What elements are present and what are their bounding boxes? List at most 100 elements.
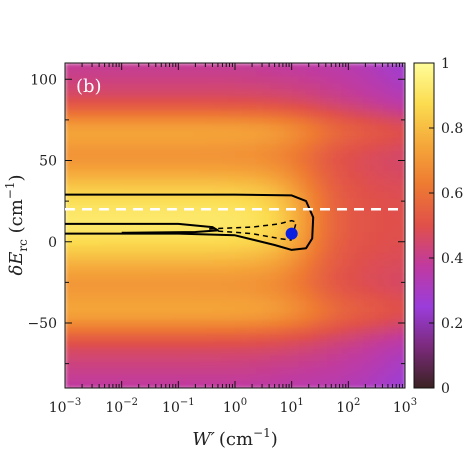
heatmap-cell: [128, 299, 137, 308]
heatmap-cell: [227, 286, 236, 295]
heatmap-cell: [284, 90, 293, 98]
heatmap-cell: [107, 293, 116, 301]
heatmap-cell: [128, 374, 137, 383]
heatmap-cell: [171, 225, 180, 234]
heatmap-cell: [341, 293, 350, 301]
heatmap-cell: [341, 327, 350, 335]
heatmap-cell: [390, 354, 399, 362]
heatmap-cell: [121, 306, 130, 315]
heatmap-cell: [65, 232, 73, 240]
heatmap-cell: [128, 252, 137, 261]
heatmap-cell: [312, 239, 321, 247]
heatmap-cell: [235, 347, 243, 355]
heatmap-cell: [171, 130, 180, 139]
heatmap-cell: [305, 218, 314, 227]
heatmap-cell: [178, 110, 187, 118]
heatmap-cell: [93, 327, 102, 335]
heatmap-cell: [355, 130, 364, 139]
heatmap-cell: [277, 354, 286, 362]
heatmap-cell: [227, 293, 236, 301]
heatmap-cell: [235, 90, 243, 98]
heatmap-cell: [121, 198, 130, 206]
heatmap-cell: [171, 320, 180, 328]
heatmap-cell: [171, 354, 180, 362]
heatmap-cell: [284, 151, 293, 159]
x-tick-label-exp: 1: [297, 397, 303, 408]
heatmap-cell: [376, 360, 385, 369]
heatmap-cell: [334, 306, 343, 315]
heatmap-cell: [65, 347, 73, 355]
heatmap-cell: [298, 313, 307, 322]
heatmap-cell: [86, 245, 95, 254]
heatmap-cell: [270, 327, 279, 335]
heatmap-cell: [249, 306, 258, 315]
heatmap-cell: [72, 245, 80, 254]
heatmap-cell: [327, 293, 335, 301]
heatmap-cell: [263, 90, 272, 98]
heatmap-cell: [390, 286, 399, 295]
heatmap-cell: [128, 266, 137, 274]
heatmap-cell: [397, 232, 405, 240]
heatmap-cell: [157, 137, 165, 146]
heatmap-cell: [213, 184, 222, 193]
heatmap-cell: [185, 340, 194, 349]
heatmap-cell: [312, 164, 321, 173]
heatmap-cell: [100, 360, 109, 369]
heatmap-cell: [164, 347, 173, 355]
heatmap-cell: [334, 252, 343, 261]
heatmap-cell: [291, 327, 300, 335]
heatmap-cell: [206, 83, 215, 91]
heatmap-cell: [150, 239, 158, 247]
heatmap-cell: [185, 313, 194, 322]
heatmap-cell: [185, 367, 194, 376]
heatmap-cell: [157, 293, 165, 301]
heatmap-cell: [135, 360, 144, 369]
heatmap-cell: [72, 266, 80, 274]
heatmap-cell: [376, 286, 385, 295]
heatmap-cell: [362, 144, 371, 152]
heatmap-cell: [320, 151, 328, 159]
heatmap-cell: [334, 279, 343, 288]
heatmap-cell: [327, 198, 335, 206]
heatmap-cell: [100, 347, 109, 355]
heatmap-cell: [256, 69, 265, 78]
heatmap-cell: [327, 239, 335, 247]
heatmap-cell: [327, 178, 335, 186]
heatmap-cell: [150, 347, 158, 355]
heatmap-cell: [235, 340, 243, 349]
heatmap-cell: [242, 137, 250, 146]
heatmap-cell: [334, 157, 343, 166]
x-tick-label: 102: [336, 397, 360, 416]
heatmap-cell: [284, 320, 293, 328]
heatmap-cell: [341, 103, 350, 112]
heatmap-cell: [383, 83, 392, 91]
heatmap-cell: [320, 96, 328, 105]
heatmap-cell: [157, 151, 165, 159]
heatmap-cell: [242, 151, 250, 159]
heatmap-cell: [341, 90, 350, 98]
heatmap-cell: [86, 76, 95, 85]
heatmap-cell: [369, 123, 378, 132]
heatmap-cell: [242, 354, 250, 362]
heatmap-cell: [249, 225, 258, 234]
heatmap-cell: [86, 184, 95, 193]
heatmap-cell: [227, 144, 236, 152]
heatmap-cell: [114, 69, 123, 78]
heatmap-cell: [128, 63, 137, 71]
heatmap-cell: [192, 178, 201, 186]
heatmap-cell: [114, 76, 123, 85]
heatmap-cell: [327, 360, 335, 369]
heatmap-cell: [341, 374, 350, 383]
heatmap-cell: [348, 272, 357, 281]
heatmap-cell: [369, 232, 378, 240]
heatmap-cell: [249, 327, 258, 335]
heatmap-cell: [235, 333, 243, 342]
heatmap-cell: [376, 293, 385, 301]
heatmap-cell: [164, 340, 173, 349]
heatmap-cell: [100, 252, 109, 261]
heatmap-cell: [355, 83, 364, 91]
heatmap-cell: [171, 76, 180, 85]
heatmap-cell: [142, 225, 151, 234]
heatmap-cell: [397, 123, 405, 132]
